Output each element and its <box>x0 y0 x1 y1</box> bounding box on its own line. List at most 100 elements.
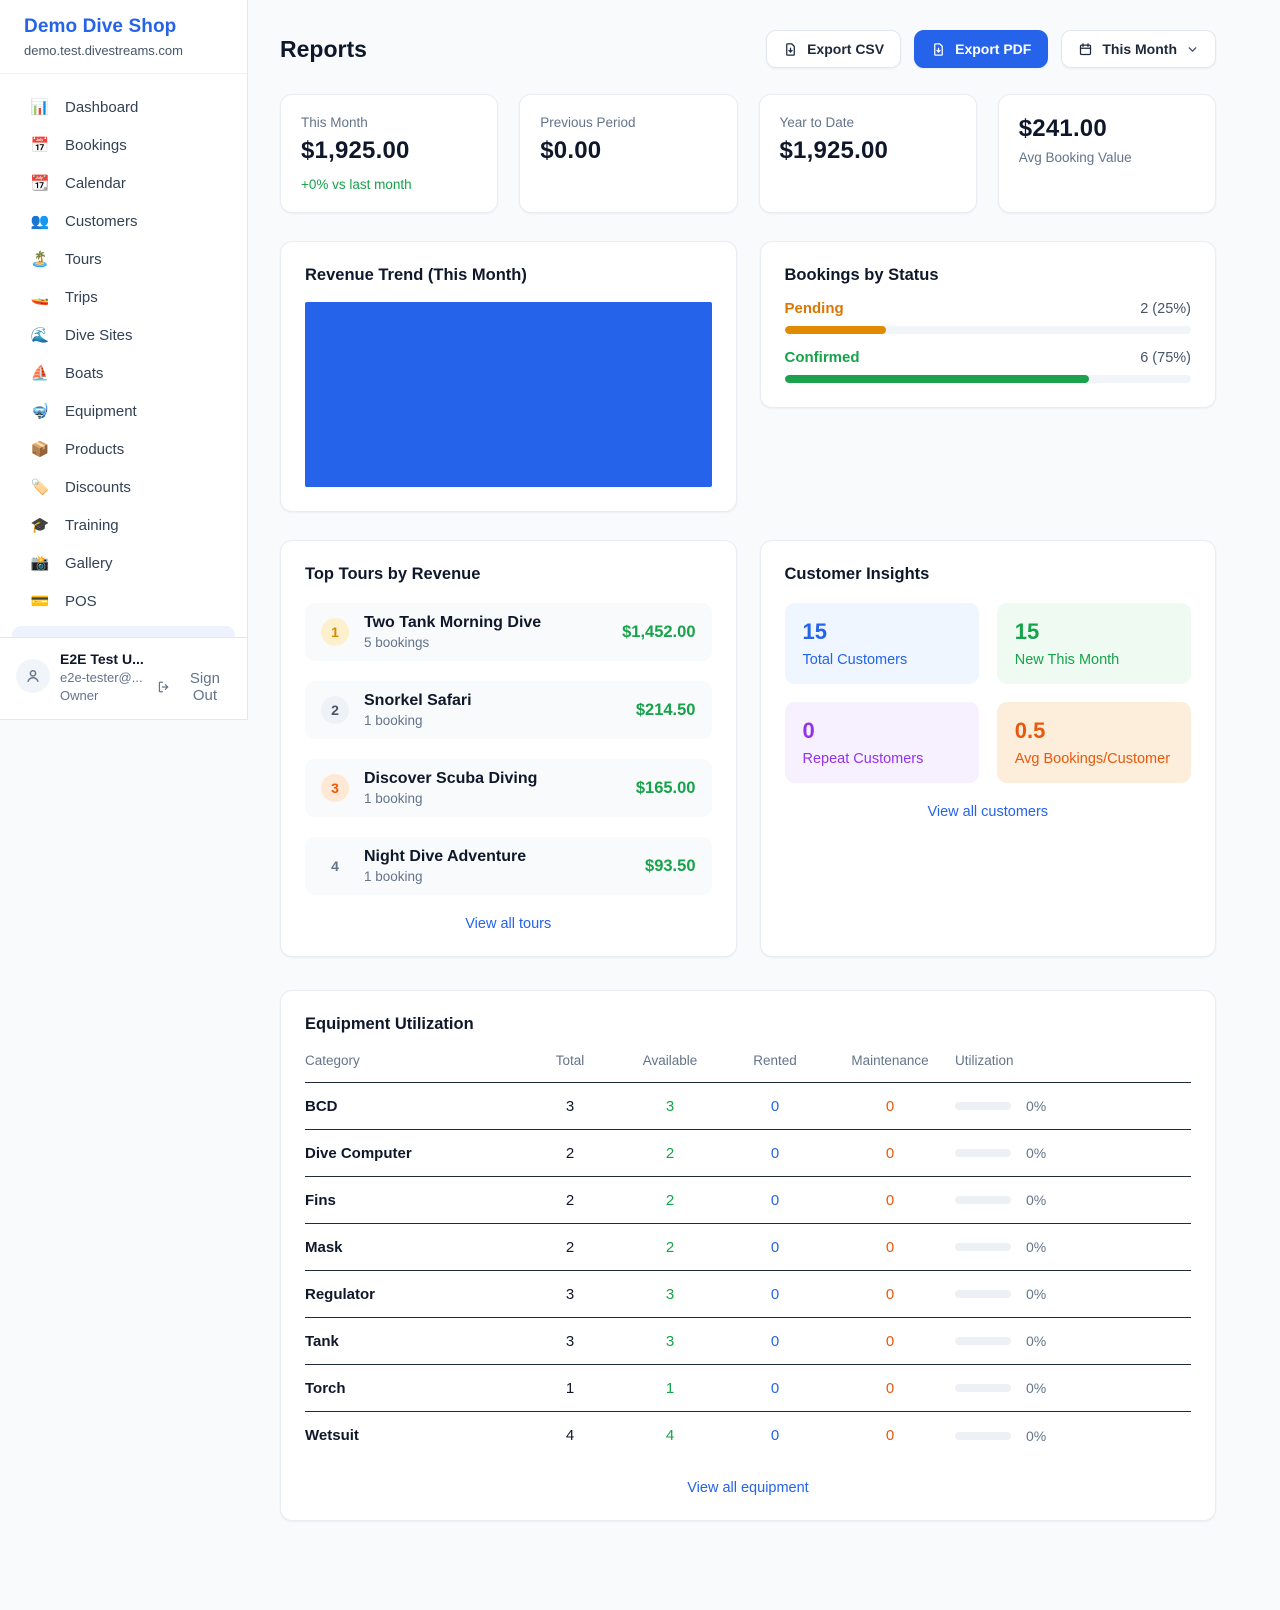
table-row: Dive Computer 2 2 0 0 0% <box>305 1130 1191 1177</box>
cell-rented: 0 <box>770 1144 780 1162</box>
cell-available: 2 <box>665 1144 675 1162</box>
export-csv-button[interactable]: Export CSV <box>766 30 902 68</box>
customers-icon: 👥 <box>30 213 50 230</box>
equipment-icon: 🤿 <box>30 403 50 420</box>
tour-row: 4 Night Dive Adventure 1 booking $93.50 <box>305 837 712 895</box>
cell-maintenance: 0 <box>885 1238 895 1256</box>
equipment-table-header: Category Total Available Rented Maintena… <box>305 1053 1191 1083</box>
cell-rented: 0 <box>770 1427 780 1444</box>
tour-row: 3 Discover Scuba Diving 1 booking $165.0… <box>305 759 712 817</box>
cell-utilization: 0% <box>1026 1286 1047 1302</box>
tour-name: Night Dive Adventure <box>364 848 527 865</box>
user-role: Owner <box>60 688 99 703</box>
cell-total: 3 <box>565 1332 575 1350</box>
equipment-utilization-card: Equipment Utilization Category Total Ava… <box>280 990 1216 1521</box>
sign-out-label: Sign Out <box>189 670 220 704</box>
utilization-bar <box>955 1243 1011 1251</box>
page-title: Reports <box>280 35 367 62</box>
cell-rented: 0 <box>770 1332 780 1350</box>
export-pdf-button[interactable]: Export PDF <box>914 30 1049 68</box>
revenue-trend-chart <box>305 302 712 487</box>
cell-available: 1 <box>665 1379 675 1397</box>
sidebar-item-gallery[interactable]: 📸 Gallery <box>0 544 247 582</box>
tour-revenue: $165.00 <box>635 778 696 797</box>
customer-insights-card: Customer Insights 15 Total Customers 15 … <box>759 540 1216 957</box>
sidebar-item-calendar[interactable]: 📆 Calendar <box>0 164 247 202</box>
shop-domain: demo.test.divestreams.com <box>24 43 183 58</box>
sidebar-item-training[interactable]: 🎓 Training <box>0 506 247 544</box>
utilization-bar <box>955 1102 1011 1110</box>
tile-value: 15 <box>802 619 827 644</box>
sidebar-item-label: Bookings <box>65 136 127 154</box>
sidebar-item-label: Discounts <box>65 478 131 496</box>
sidebar-item-boats[interactable]: ⛵ Boats <box>0 354 247 392</box>
sidebar-item-reports-active-partial[interactable] <box>12 626 235 637</box>
sidebar-item-dashboard[interactable]: 📊 Dashboard <box>0 88 247 126</box>
view-all-customers-link[interactable]: View all customers <box>927 804 1049 820</box>
sidebar-item-dive-sites[interactable]: 🌊 Dive Sites <box>0 316 247 354</box>
discounts-icon: 🏷️ <box>30 479 50 496</box>
cell-rented: 0 <box>770 1238 780 1256</box>
utilization-bar <box>955 1337 1011 1345</box>
tour-row: 1 Two Tank Morning Dive 5 bookings $1,45… <box>305 603 712 661</box>
sidebar-item-discounts[interactable]: 🏷️ Discounts <box>0 468 247 506</box>
avatar <box>16 659 50 693</box>
view-all-tours-link[interactable]: View all tours <box>465 916 552 932</box>
sidebar-item-label: Gallery <box>65 554 113 572</box>
bookings-icon: 📅 <box>30 137 50 154</box>
col-total: Total <box>555 1053 585 1068</box>
sidebar-item-products[interactable]: 📦 Products <box>0 430 247 468</box>
stat-card-previous-period: Previous Period $0.00 <box>519 94 738 213</box>
sidebar-item-pos[interactable]: 💳 POS <box>0 582 247 620</box>
stat-label: This Month <box>301 115 368 130</box>
sidebar-item-trips[interactable]: 🚤 Trips <box>0 278 247 316</box>
cell-category: Torch <box>305 1379 346 1397</box>
sign-out-icon <box>158 681 168 693</box>
tile-total-customers: 15 Total Customers <box>784 603 979 684</box>
view-all-equipment-link[interactable]: View all equipment <box>687 1480 809 1496</box>
boats-icon: ⛵ <box>30 365 50 382</box>
status-count: 2 (25%) <box>1140 301 1191 317</box>
cell-rented: 0 <box>770 1285 780 1303</box>
sidebar-item-equipment[interactable]: 🤿 Equipment <box>0 392 247 430</box>
bookings-by-status-card: Bookings by Status Pending 2 (25%) Confi… <box>759 241 1216 408</box>
cell-category: Mask <box>305 1238 343 1256</box>
status-row-confirmed: Confirmed 6 (75%) <box>784 349 1191 383</box>
sidebar-item-bookings[interactable]: 📅 Bookings <box>0 126 247 164</box>
cell-utilization: 0% <box>1026 1098 1047 1114</box>
tile-label: Avg Bookings/Customer <box>1014 751 1171 767</box>
tour-row: 2 Snorkel Safari 1 booking $214.50 <box>305 681 712 739</box>
sidebar-item-tours[interactable]: 🏝️ Tours <box>0 240 247 278</box>
chevron-down-icon <box>1188 46 1197 52</box>
sign-out-button[interactable]: Sign Out <box>157 670 231 704</box>
col-rented: Rented <box>753 1053 797 1068</box>
sidebar-item-customers[interactable]: 👥 Customers <box>0 202 247 240</box>
status-progress-fill <box>784 326 887 334</box>
user-panel: E2E Test U... e2e-tester@... Owner Sign … <box>0 637 247 719</box>
cell-utilization: 0% <box>1026 1239 1047 1255</box>
cell-total: 3 <box>565 1097 575 1115</box>
col-available: Available <box>642 1053 698 1068</box>
period-dropdown[interactable]: This Month <box>1061 30 1216 68</box>
cell-utilization: 0% <box>1026 1380 1047 1396</box>
tour-bookings: 1 booking <box>364 713 423 728</box>
cell-available: 2 <box>665 1238 675 1256</box>
user-email: e2e-tester@... <box>60 670 143 685</box>
table-row: Torch 1 1 0 0 0% <box>305 1365 1191 1412</box>
cell-available: 4 <box>665 1427 675 1444</box>
tile-label: Total Customers <box>802 652 908 668</box>
utilization-bar <box>955 1384 1011 1392</box>
col-utilization: Utilization <box>955 1053 1014 1068</box>
stat-label: Year to Date <box>779 115 855 130</box>
sidebar-item-label: Products <box>65 440 125 458</box>
sidebar-item-label: Calendar <box>65 174 126 192</box>
table-row: BCD 3 3 0 0 0% <box>305 1083 1191 1130</box>
rank-badge: 1 <box>321 618 349 646</box>
tile-repeat-customers: 0 Repeat Customers <box>784 702 979 783</box>
stat-delta: +0% vs last month <box>301 177 412 192</box>
tour-revenue: $1,452.00 <box>622 622 696 641</box>
insights-row: Top Tours by Revenue 1 Two Tank Morning … <box>280 540 1216 957</box>
tour-revenue: $214.50 <box>635 700 696 719</box>
cell-category: Regulator <box>305 1285 376 1303</box>
cell-available: 3 <box>665 1332 675 1350</box>
